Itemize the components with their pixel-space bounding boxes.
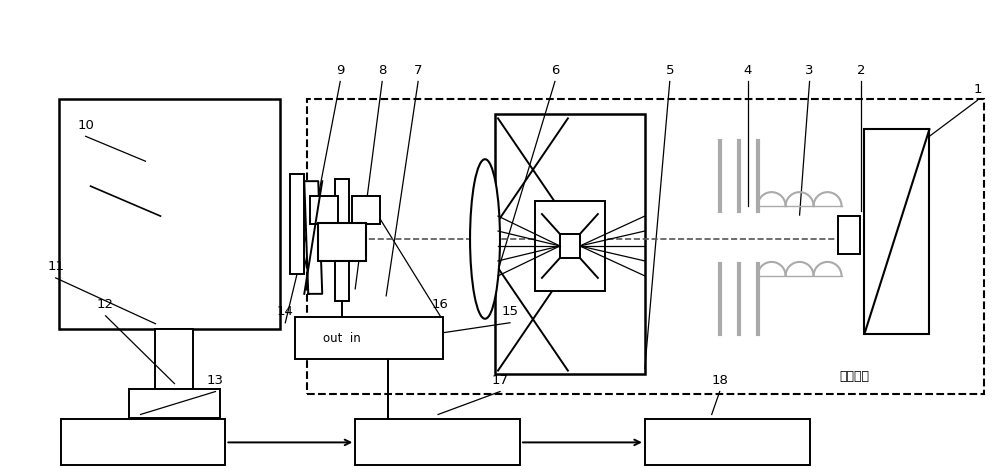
Text: 8: 8 <box>378 64 386 77</box>
Bar <box>495 115 645 374</box>
Bar <box>352 197 380 225</box>
Bar <box>61 419 225 466</box>
Text: 5: 5 <box>666 64 674 77</box>
Polygon shape <box>304 182 322 294</box>
Bar <box>335 180 349 301</box>
Text: 16: 16 <box>432 298 449 311</box>
Text: 3: 3 <box>805 64 814 77</box>
Text: 2: 2 <box>857 64 866 77</box>
Bar <box>290 175 304 274</box>
Bar <box>645 419 810 466</box>
Text: 7: 7 <box>414 64 422 77</box>
Text: 6: 6 <box>551 64 559 77</box>
Bar <box>307 100 984 394</box>
Bar <box>318 224 366 261</box>
Text: 10: 10 <box>77 119 94 131</box>
Bar <box>864 130 929 334</box>
Ellipse shape <box>470 160 500 319</box>
Text: 4: 4 <box>743 64 752 77</box>
Text: 14: 14 <box>277 305 294 317</box>
Text: 真空环境: 真空环境 <box>840 369 870 382</box>
Bar <box>155 329 193 389</box>
Bar <box>295 317 443 359</box>
Text: 12: 12 <box>97 298 114 311</box>
Text: 13: 13 <box>207 373 224 386</box>
Bar <box>838 217 860 254</box>
Bar <box>129 389 220 418</box>
Text: 15: 15 <box>501 305 518 317</box>
Text: out  in: out in <box>323 331 361 345</box>
Bar <box>59 100 280 329</box>
Bar <box>310 197 338 225</box>
Text: 18: 18 <box>711 373 728 386</box>
Text: 1: 1 <box>973 83 982 96</box>
Text: 9: 9 <box>336 64 344 77</box>
Bar <box>535 202 605 291</box>
Text: 11: 11 <box>47 260 64 273</box>
Bar <box>355 419 520 466</box>
Text: 17: 17 <box>492 373 509 386</box>
